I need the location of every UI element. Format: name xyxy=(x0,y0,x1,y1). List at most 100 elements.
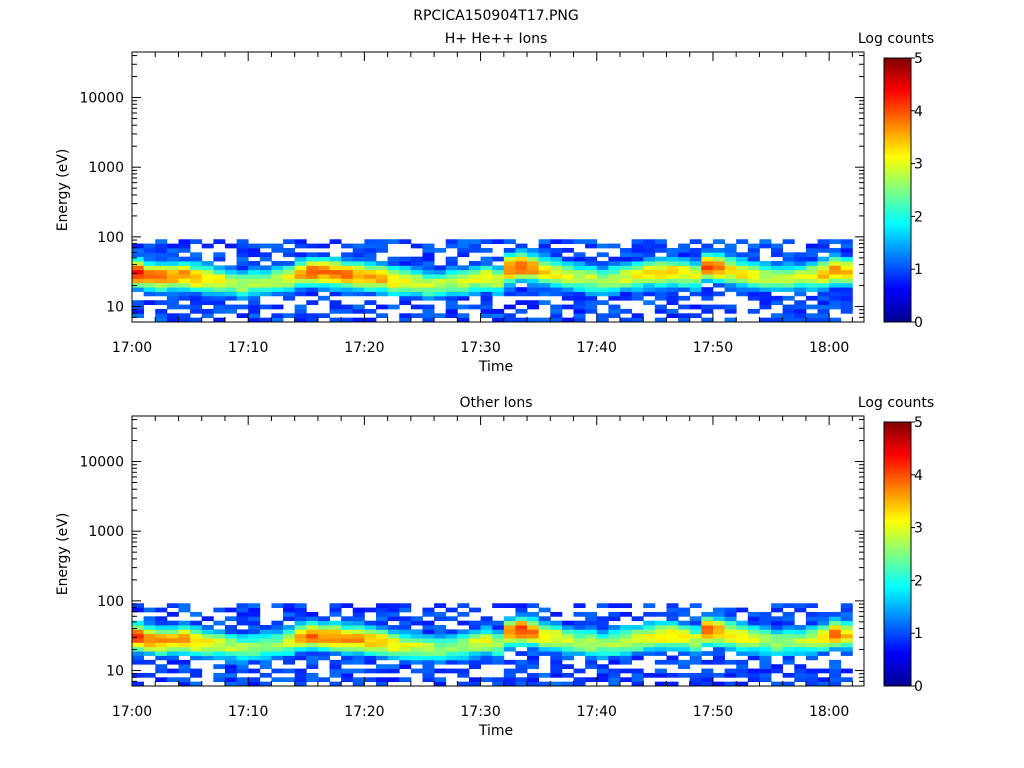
heatmap-cell xyxy=(201,278,214,284)
heatmap-cell xyxy=(689,269,702,275)
heatmap-cell xyxy=(364,278,377,284)
heatmap-cell xyxy=(689,265,702,271)
heatmap-cell xyxy=(166,291,179,297)
heatmap-cell xyxy=(678,243,691,249)
heatmap-cell xyxy=(585,629,598,635)
heatmap-cell xyxy=(143,278,156,284)
heatmap-cell xyxy=(817,304,830,310)
colorbar xyxy=(884,58,911,322)
heatmap-cell xyxy=(538,646,551,652)
heatmap-cell xyxy=(840,611,853,617)
heatmap-cell xyxy=(689,638,702,643)
heatmap-cell xyxy=(155,620,168,626)
heatmap-cell xyxy=(689,247,702,253)
heatmap-cell xyxy=(712,291,725,297)
heatmap-cell xyxy=(178,282,191,288)
heatmap-cell xyxy=(654,304,667,310)
heatmap-cell xyxy=(132,261,145,266)
heatmap-cell xyxy=(422,252,435,258)
heatmap-cell xyxy=(166,629,179,635)
heatmap-cell xyxy=(666,247,679,253)
heatmap-cell xyxy=(480,278,493,284)
heatmap-cell xyxy=(550,611,563,617)
heatmap-cell xyxy=(829,269,842,275)
heatmap-cell xyxy=(736,252,749,258)
heatmap-cell xyxy=(573,269,586,275)
heatmap-cell xyxy=(317,295,330,301)
heatmap-cell xyxy=(829,261,842,266)
heatmap-cell xyxy=(434,629,447,635)
heatmap-cell xyxy=(480,295,493,301)
heatmap-cell xyxy=(364,633,377,639)
heatmap-cell xyxy=(457,269,470,275)
heatmap-cell xyxy=(178,247,191,253)
heatmap-cell xyxy=(759,282,772,288)
heatmap-cell xyxy=(294,611,307,617)
heatmap-cell xyxy=(771,638,784,643)
heatmap-cell xyxy=(364,642,377,648)
heatmap-cell xyxy=(782,629,795,635)
heatmap-cell xyxy=(794,308,807,314)
heatmap-cell xyxy=(538,672,551,678)
heatmap-cell xyxy=(538,287,551,292)
heatmap-cell xyxy=(631,668,644,674)
heatmap-cell xyxy=(294,638,307,643)
heatmap-cell xyxy=(317,278,330,284)
heatmap-cell xyxy=(712,265,725,271)
heatmap-cell xyxy=(236,642,249,648)
heatmap-cell xyxy=(620,659,633,665)
heatmap-cell xyxy=(166,287,179,292)
x-tick-label: 17:40 xyxy=(577,704,617,720)
heatmap-cell xyxy=(573,291,586,297)
heatmap-cell xyxy=(190,252,203,258)
heatmap-cell xyxy=(387,287,400,292)
heatmap-cell xyxy=(480,308,493,314)
heatmap-cell xyxy=(248,642,261,648)
heatmap-cell xyxy=(376,646,389,652)
heatmap-cell xyxy=(724,629,737,635)
heatmap-cell xyxy=(585,677,598,683)
heatmap-cell xyxy=(271,291,284,297)
heatmap-cell xyxy=(585,611,598,617)
heatmap-cell xyxy=(178,304,191,310)
heatmap-cell xyxy=(341,672,354,678)
heatmap-cell xyxy=(747,638,760,643)
heatmap-cell xyxy=(422,278,435,284)
heatmap-cell xyxy=(689,256,702,262)
heatmap-cell xyxy=(805,616,818,622)
heatmap-cell xyxy=(457,265,470,271)
heatmap-cell xyxy=(805,265,818,271)
heatmap-cell xyxy=(213,620,226,626)
heatmap-cell xyxy=(712,655,725,661)
heatmap-cell xyxy=(317,252,330,258)
panel-h-he-ions: H+ He++ Ions Time Energy (eV) 1010010001… xyxy=(55,31,934,375)
heatmap-cell xyxy=(306,278,319,284)
heatmap-cell xyxy=(712,611,725,617)
heatmap-cell xyxy=(666,646,679,652)
heatmap-cell xyxy=(689,603,702,609)
heatmap-cell xyxy=(294,677,307,683)
heatmap-cell xyxy=(236,239,249,245)
heatmap-cell xyxy=(620,252,633,258)
heatmap-cell xyxy=(259,655,272,661)
heatmap-cell xyxy=(143,629,156,635)
colorbar-tick-label: 3 xyxy=(914,157,923,173)
heatmap-cell xyxy=(306,269,319,275)
heatmap-cell xyxy=(143,616,156,622)
heatmap-cell xyxy=(666,308,679,314)
heatmap-cell xyxy=(434,313,447,319)
heatmap-cell xyxy=(178,291,191,297)
heatmap-cell xyxy=(341,308,354,314)
heatmap-cell xyxy=(527,655,540,661)
heatmap-cell xyxy=(422,638,435,643)
heatmap-cell xyxy=(620,265,633,271)
heatmap-cell xyxy=(236,629,249,635)
heatmap-cell xyxy=(166,651,179,656)
heatmap-cell xyxy=(271,274,284,279)
heatmap-cell xyxy=(503,317,516,323)
heatmap-cell xyxy=(503,616,516,622)
x-ticks: 17:00 17:10 17:20 17:30 17:40 17:50 18:00 xyxy=(112,52,853,356)
heatmap-cell xyxy=(515,659,528,665)
heatmap-cell xyxy=(666,616,679,622)
heatmap-cell xyxy=(724,681,737,687)
